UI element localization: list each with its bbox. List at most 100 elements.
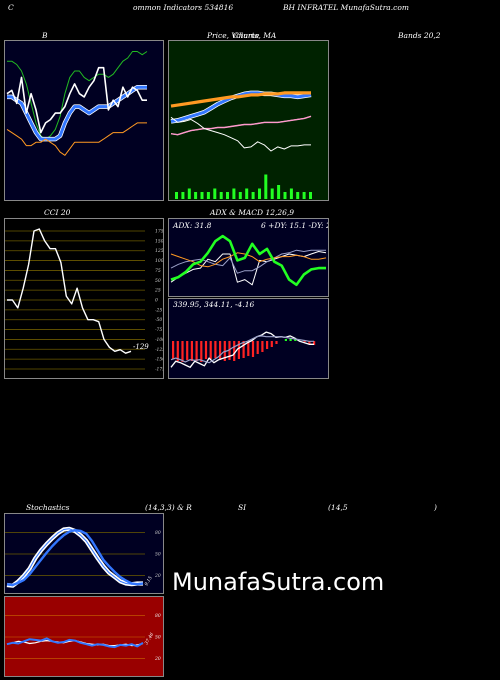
rsi-tick-label: 20 bbox=[154, 656, 161, 662]
stoch-tick-label: 50 bbox=[155, 552, 161, 558]
macd-histogram-bar bbox=[313, 341, 316, 345]
cci-tick-label: -150 bbox=[155, 357, 163, 363]
rsi-line bbox=[6, 637, 144, 649]
price-title-b: Charts, MA bbox=[233, 31, 277, 40]
cci-tick-label: 100 bbox=[155, 258, 163, 264]
bands-title-c: Bands 20,2 bbox=[398, 31, 441, 40]
cci-tick-label: -125 bbox=[155, 347, 163, 353]
price-title-a: Price, Volume bbox=[207, 31, 260, 40]
macd-histogram-bar bbox=[289, 338, 292, 341]
macd-histogram-bar bbox=[270, 341, 273, 347]
stoch-title-d: (14,5 bbox=[328, 503, 348, 512]
cci-title: CCI 20 bbox=[44, 208, 71, 217]
bands-title-b: B bbox=[42, 31, 48, 40]
macd-histogram-bar bbox=[204, 341, 208, 359]
macd-histogram-bar bbox=[181, 341, 184, 362]
macd-histogram-bar bbox=[275, 341, 278, 344]
stoch-tick-label: 20 bbox=[154, 573, 161, 579]
cci-tick-label: 175 bbox=[155, 229, 163, 235]
price-chart bbox=[170, 90, 312, 199]
cci-tick-label: -50 bbox=[155, 317, 162, 323]
macd-histogram-bar bbox=[251, 341, 255, 357]
macd-histogram-bar bbox=[237, 341, 240, 359]
macd-histogram-bar bbox=[308, 341, 311, 344]
volume-bar bbox=[175, 192, 178, 199]
macd-histogram-bar bbox=[247, 341, 250, 356]
volume-bar bbox=[309, 192, 312, 199]
stochastics-chart: 80 50 209.15 bbox=[5, 526, 161, 588]
macd-histogram-bar bbox=[219, 341, 222, 360]
volume-bar bbox=[232, 188, 236, 199]
stoch-last-value: 9.15 bbox=[144, 575, 154, 587]
volume-bar bbox=[251, 192, 255, 199]
stoch-d-line bbox=[6, 528, 143, 587]
rsi-last-value: 37.46 bbox=[144, 632, 156, 646]
volume-bar bbox=[302, 192, 306, 199]
macd-histogram-bar bbox=[186, 341, 189, 360]
volume-bar bbox=[283, 192, 287, 199]
volume-bar bbox=[200, 192, 204, 199]
cci-tick-label: -25 bbox=[155, 307, 162, 313]
cci-tick-label: 150 bbox=[155, 238, 163, 244]
stoch-title-b: (14,3,3) & R bbox=[145, 503, 192, 512]
macd-signal-line bbox=[170, 335, 314, 364]
bb-lower-line bbox=[6, 122, 147, 156]
bollinger-panel bbox=[4, 40, 164, 201]
rsi-tick-label: 50 bbox=[155, 635, 161, 641]
macd-readout: 339.95, 344.11, -4.16 bbox=[173, 300, 255, 309]
adx-readout: ADX: 31.8 bbox=[173, 221, 212, 230]
cci-tick-label: 25 bbox=[154, 288, 161, 294]
adx-chart bbox=[170, 234, 327, 287]
volume-bar bbox=[270, 188, 274, 199]
price-panel bbox=[168, 40, 329, 201]
macd-line bbox=[170, 331, 314, 368]
stoch-tick-label: 80 bbox=[155, 530, 161, 536]
cci-tick-label: 0 bbox=[155, 298, 158, 304]
rsi-panel: 80 50 20 37.46 bbox=[4, 596, 164, 677]
adx-title: ADX & MACD 12,26,9 bbox=[210, 208, 295, 217]
macd-histogram-bar bbox=[209, 341, 212, 359]
volume-bar bbox=[213, 188, 217, 199]
macd-histogram-bar bbox=[294, 339, 297, 341]
cci-tick-label: 50 bbox=[155, 278, 161, 284]
header-indicators: ommon Indicators 534816 bbox=[133, 3, 234, 12]
watermark: MunafaSutra.com bbox=[172, 568, 385, 596]
rsi-chart: 80 50 20 37.46 bbox=[5, 613, 161, 662]
macd-histogram-bar bbox=[190, 341, 193, 361]
ma-long-line bbox=[170, 115, 312, 136]
volume-bar bbox=[296, 192, 300, 199]
macd-panel: 339.95, 344.11, -4.16 bbox=[168, 298, 329, 379]
macd-histogram-bar bbox=[284, 339, 287, 341]
volume-bar bbox=[219, 192, 223, 199]
macd-chart bbox=[170, 331, 316, 368]
macd-histogram-bar bbox=[228, 341, 231, 360]
macd-histogram-bar bbox=[214, 341, 217, 358]
macd-histogram-bar bbox=[200, 341, 203, 362]
volume-bar bbox=[194, 192, 198, 199]
volume-bar bbox=[245, 188, 249, 199]
volume-bar bbox=[289, 188, 293, 199]
volume-bar bbox=[206, 192, 210, 199]
volume-bar bbox=[277, 185, 281, 199]
cci-last-value: -129 bbox=[133, 343, 149, 351]
cci-tick-label: 75 bbox=[155, 268, 161, 274]
macd-histogram-bar bbox=[261, 341, 264, 352]
macd-histogram-bar bbox=[303, 341, 306, 342]
bb-price-line bbox=[6, 66, 147, 134]
ma-short-line bbox=[170, 91, 311, 108]
stoch-title-a: Stochastics bbox=[26, 503, 70, 512]
volume-bar bbox=[226, 192, 229, 199]
volume-bar bbox=[258, 188, 261, 199]
rsi-tick-label: 80 bbox=[155, 613, 161, 619]
cci-line bbox=[7, 228, 132, 354]
header-c: C bbox=[8, 3, 14, 12]
volume-bar bbox=[181, 192, 185, 199]
macd-histogram-bar bbox=[195, 341, 198, 361]
cci-tick-label: -75 bbox=[155, 327, 162, 333]
macd-histogram-bar bbox=[172, 341, 175, 359]
cci-tick-label: -175 bbox=[155, 367, 163, 373]
macd-histogram-bar bbox=[266, 341, 269, 349]
price-line bbox=[170, 116, 311, 152]
cci-tick-label: 125 bbox=[155, 248, 163, 254]
macd-histogram-bar bbox=[256, 341, 259, 354]
